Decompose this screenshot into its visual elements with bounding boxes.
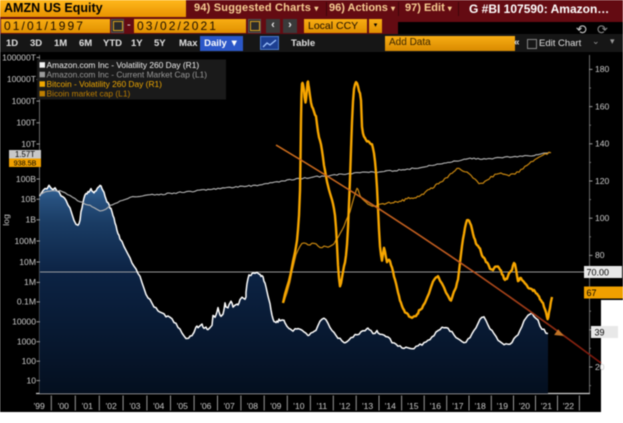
svg-text:'03: '03 bbox=[129, 401, 140, 411]
svg-text:'18: '18 bbox=[475, 401, 486, 411]
svg-text:160: 160 bbox=[595, 101, 610, 111]
svg-text:67: 67 bbox=[587, 288, 597, 298]
svg-text:938.5B: 938.5B bbox=[14, 159, 37, 168]
svg-text:1M: 1M bbox=[24, 277, 36, 287]
svg-text:'12: '12 bbox=[339, 401, 350, 411]
svg-text:'00: '00 bbox=[58, 401, 69, 411]
svg-text:100: 100 bbox=[22, 356, 37, 366]
svg-text:'13: '13 bbox=[362, 401, 373, 411]
svg-text:120: 120 bbox=[595, 176, 610, 186]
svg-text:'08: '08 bbox=[247, 401, 258, 411]
svg-text:70.00: 70.00 bbox=[587, 268, 610, 278]
svg-text:'21: '21 bbox=[541, 401, 552, 411]
svg-text:'22: '22 bbox=[563, 401, 574, 411]
svg-text:'10: '10 bbox=[293, 401, 304, 411]
svg-text:'06: '06 bbox=[200, 401, 211, 411]
svg-text:'11: '11 bbox=[317, 401, 328, 411]
svg-text:Bitcoin - Volatility 260 Day (: Bitcoin - Volatility 260 Day (R1) bbox=[47, 79, 163, 89]
svg-text:1.57T: 1.57T bbox=[15, 150, 35, 159]
svg-text:10000: 10000 bbox=[12, 317, 36, 327]
svg-text:10000T: 10000T bbox=[7, 74, 37, 84]
svg-text:10M: 10M bbox=[19, 257, 36, 267]
svg-text:100M: 100M bbox=[15, 236, 37, 246]
svg-text:140: 140 bbox=[595, 139, 610, 149]
svg-text:'16: '16 bbox=[430, 401, 441, 411]
svg-text:'07: '07 bbox=[224, 401, 235, 411]
svg-text:180: 180 bbox=[595, 64, 610, 74]
svg-text:'19: '19 bbox=[497, 401, 508, 411]
svg-text:100: 100 bbox=[595, 213, 610, 223]
svg-text:100000T: 100000T bbox=[2, 52, 37, 62]
svg-text:'09: '09 bbox=[270, 401, 281, 411]
svg-text:log: log bbox=[1, 214, 11, 226]
svg-text:0.1M: 0.1M bbox=[17, 297, 36, 307]
svg-text:10T: 10T bbox=[21, 139, 37, 149]
svg-text:'99: '99 bbox=[34, 401, 45, 411]
svg-text:'04: '04 bbox=[153, 401, 164, 411]
svg-text:Amazon.com Inc - Current Marke: Amazon.com Inc - Current Market Cap (L1) bbox=[47, 70, 208, 80]
svg-text:80: 80 bbox=[595, 250, 605, 260]
svg-text:100T: 100T bbox=[16, 118, 36, 128]
svg-text:100B: 100B bbox=[16, 174, 36, 184]
svg-text:39: 39 bbox=[595, 328, 605, 338]
svg-text:'01: '01 bbox=[82, 401, 93, 411]
svg-text:1000T: 1000T bbox=[12, 96, 37, 106]
svg-text:1000: 1000 bbox=[17, 337, 36, 347]
svg-text:'14: '14 bbox=[385, 401, 396, 411]
svg-text:'17: '17 bbox=[452, 401, 463, 411]
svg-text:10: 10 bbox=[26, 375, 36, 385]
svg-text:1B: 1B bbox=[25, 215, 36, 225]
svg-text:'02: '02 bbox=[106, 401, 117, 411]
svg-text:Amazon.com Inc - Volatility 26: Amazon.com Inc - Volatility 260 Day (R1) bbox=[47, 60, 200, 70]
svg-text:'15: '15 bbox=[407, 401, 418, 411]
svg-text:10B: 10B bbox=[21, 194, 37, 204]
svg-text:Bicoin market cap (L1): Bicoin market cap (L1) bbox=[47, 89, 131, 99]
svg-text:'20: '20 bbox=[519, 401, 530, 411]
svg-text:20: 20 bbox=[595, 362, 605, 372]
svg-text:'05: '05 bbox=[177, 401, 188, 411]
